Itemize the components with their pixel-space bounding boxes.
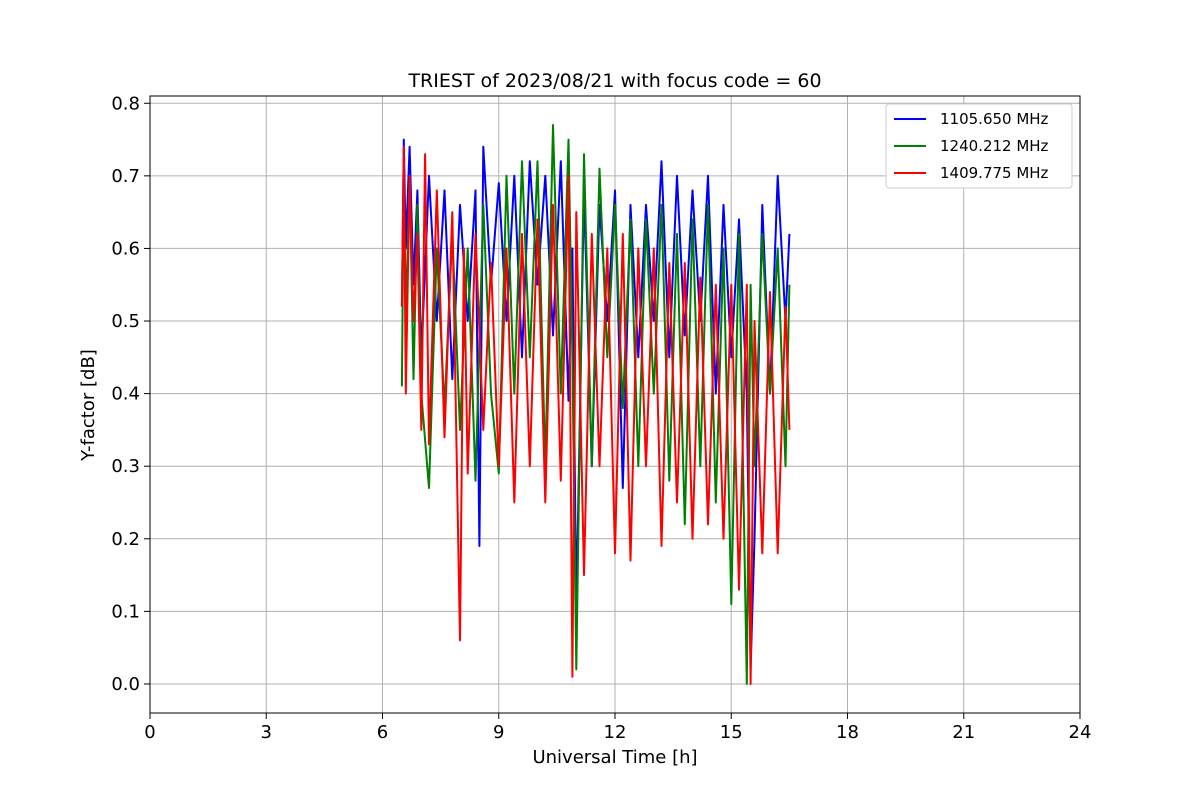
y-axis-label: Y-factor [dB] bbox=[78, 349, 99, 462]
y-tick-label: 0.1 bbox=[111, 601, 140, 622]
x-tick-label: 18 bbox=[836, 722, 859, 743]
x-tick-label: 21 bbox=[952, 722, 975, 743]
x-tick-label: 24 bbox=[1069, 722, 1092, 743]
y-tick-label: 0.3 bbox=[111, 456, 140, 477]
x-axis: 0 3 6 9 12 15 18 21 24 bbox=[144, 713, 1091, 743]
x-tick-label: 15 bbox=[720, 722, 743, 743]
y-tick-label: 0.7 bbox=[111, 166, 140, 187]
y-tick-label: 0.6 bbox=[111, 238, 140, 259]
x-tick-label: 6 bbox=[377, 722, 388, 743]
y-tick-label: 0.4 bbox=[111, 384, 140, 405]
x-tick-label: 3 bbox=[261, 722, 272, 743]
y-tick-label: 0.8 bbox=[111, 93, 140, 114]
series-layer bbox=[400, 124, 791, 685]
series-line-3 bbox=[400, 145, 791, 685]
y-axis: 0.0 0.1 0.2 0.3 0.4 0.5 0.6 0.7 0.8 bbox=[111, 93, 150, 695]
legend-label-2: 1240.212 MHz bbox=[940, 137, 1049, 155]
legend-box bbox=[885, 103, 1073, 189]
grid bbox=[149, 96, 1081, 713]
y-tick-label: 0.0 bbox=[111, 674, 140, 695]
x-axis-label: Universal Time [h] bbox=[532, 747, 697, 768]
y-tick-label: 0.2 bbox=[111, 529, 140, 550]
legend-label-1: 1105.650 MHz bbox=[940, 110, 1049, 128]
y-tick-label: 0.5 bbox=[111, 311, 140, 332]
x-tick-label: 9 bbox=[493, 722, 504, 743]
chart-title: TRIEST of 2023/08/21 with focus code = 6… bbox=[407, 70, 821, 92]
legend: 1105.650 MHz 1240.212 MHz 1409.775 MHz bbox=[885, 103, 1073, 189]
x-tick-label: 12 bbox=[604, 722, 627, 743]
legend-label-3: 1409.775 MHz bbox=[940, 164, 1049, 182]
x-tick-label: 0 bbox=[144, 722, 155, 743]
